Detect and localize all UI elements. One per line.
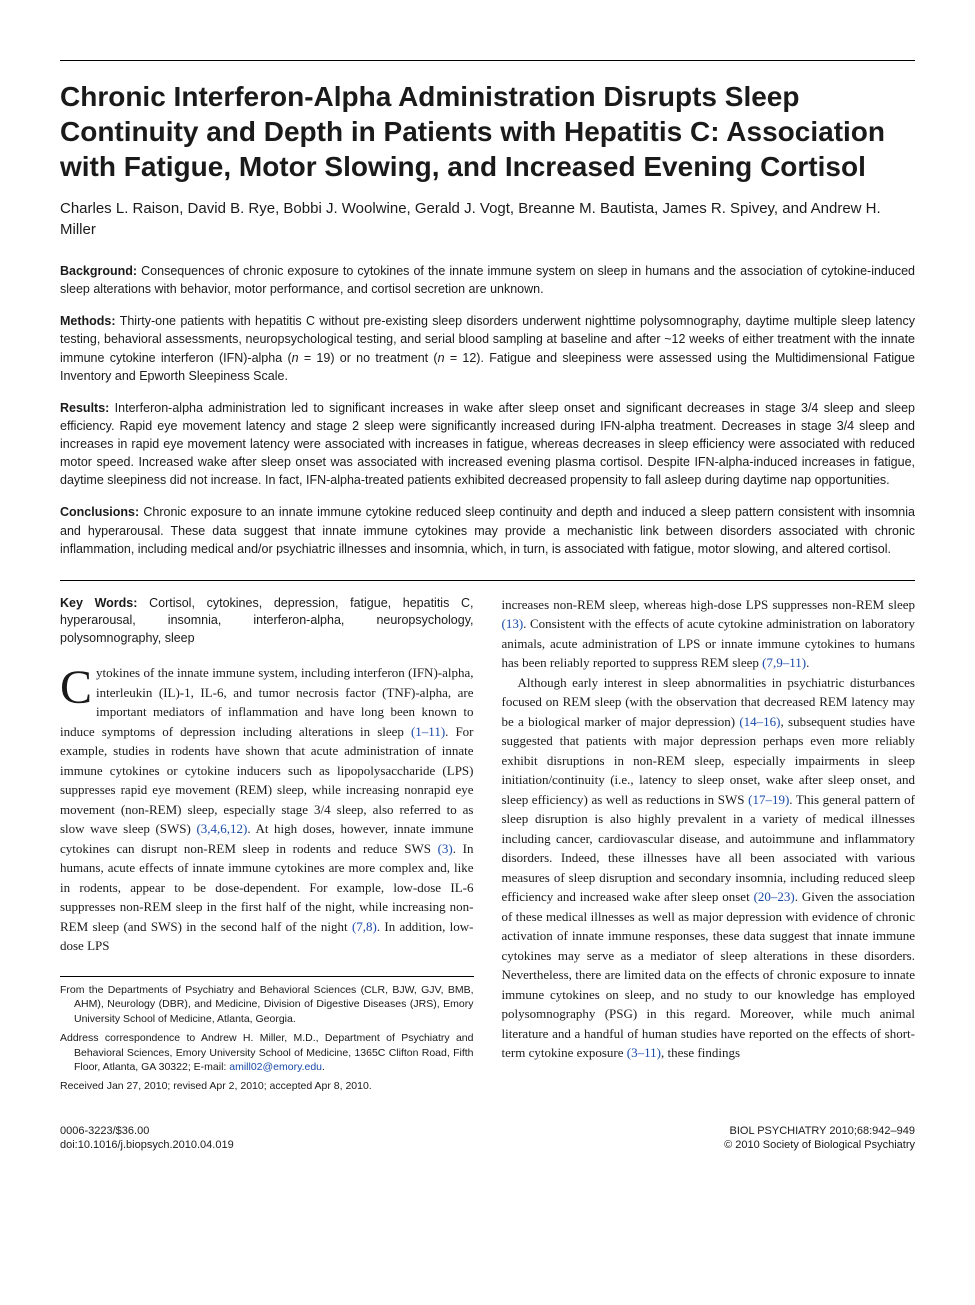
p3d: . Given the association of these medical… (502, 889, 916, 1060)
affil-email[interactable]: amill02@emory.edu (229, 1061, 322, 1073)
abstract-background-text: Consequences of chronic exposure to cyto… (60, 264, 915, 296)
keywords-label: Key Words: (60, 596, 137, 610)
p3e: , these findings (661, 1045, 740, 1060)
abstract-methods: Methods: Thirty-one patients with hepati… (60, 312, 915, 385)
affiliation-block: From the Departments of Psychiatry and B… (60, 983, 474, 1094)
abstract-methods-label: Methods: (60, 314, 116, 328)
body-para-2: increases non-REM sleep, whereas high-do… (502, 595, 916, 673)
abstract-conclusions: Conclusions: Chronic exposure to an inna… (60, 503, 915, 557)
ref-3-4-6-12[interactable]: (3,4,6,12) (196, 821, 247, 836)
body-columns: Key Words: Cortisol, cytokines, depressi… (60, 595, 915, 1098)
ref-13[interactable]: (13) (502, 616, 524, 631)
footer-issn: 0006-3223/$36.00 (60, 1124, 234, 1139)
footer-copyright: © 2010 Society of Biological Psychiatry (724, 1138, 915, 1153)
ref-20-23[interactable]: (20–23) (754, 889, 795, 904)
p3c: . This general pattern of sleep disrupti… (502, 792, 916, 905)
article-title: Chronic Interferon-Alpha Administration … (60, 79, 915, 184)
ref-1-11[interactable]: (1–11) (411, 724, 445, 739)
body-para-1: Cytokines of the innate immune system, i… (60, 663, 474, 956)
column-left: Key Words: Cortisol, cytokines, depressi… (60, 595, 474, 1098)
affil-address-end: . (322, 1061, 325, 1073)
ref-7-8[interactable]: (7,8) (352, 919, 377, 934)
footer-journal: BIOL PSYCHIATRY 2010;68:942–949 (724, 1124, 915, 1139)
p2a: increases non-REM sleep, whereas high-do… (502, 597, 916, 612)
abstract-methods-text: Thirty-one patients with hepatitis C wit… (60, 314, 915, 382)
abstract-results: Results: Interferon-alpha administration… (60, 399, 915, 490)
affil-address: Address correspondence to Andrew H. Mill… (60, 1031, 474, 1075)
abstract-background: Background: Consequences of chronic expo… (60, 262, 915, 298)
p2b: . Consistent with the effects of acute c… (502, 616, 916, 670)
ref-17-19[interactable]: (17–19) (748, 792, 789, 807)
top-rule (60, 60, 915, 61)
footer-right: BIOL PSYCHIATRY 2010;68:942–949 © 2010 S… (724, 1124, 915, 1154)
keywords-block: Key Words: Cortisol, cytokines, depressi… (60, 595, 474, 648)
abstract-conclusions-label: Conclusions: (60, 505, 139, 519)
abstract-results-label: Results: (60, 401, 109, 415)
footer-doi: doi:10.1016/j.biopsych.2010.04.019 (60, 1138, 234, 1153)
abstract-background-label: Background: (60, 264, 137, 278)
abstract-conclusions-text: Chronic exposure to an innate immune cyt… (60, 505, 915, 555)
footer-left: 0006-3223/$36.00 doi:10.1016/j.biopsych.… (60, 1124, 234, 1154)
authors-line: Charles L. Raison, David B. Rye, Bobbi J… (60, 198, 915, 240)
p2c: . (806, 655, 809, 670)
keywords-rule (60, 580, 915, 581)
p1b: . For example, studies in rodents have s… (60, 724, 474, 837)
page-footer: 0006-3223/$36.00 doi:10.1016/j.biopsych.… (60, 1124, 915, 1154)
ref-7-9-11[interactable]: (7,9–11) (762, 655, 806, 670)
affil-from: From the Departments of Psychiatry and B… (60, 983, 474, 1027)
affiliation-rule (60, 976, 474, 977)
abstract-results-text: Interferon-alpha administration led to s… (60, 401, 915, 488)
ref-3-11[interactable]: (3–11) (627, 1045, 661, 1060)
column-right: increases non-REM sleep, whereas high-do… (502, 595, 916, 1098)
body-para-3: Although early interest in sleep abnorma… (502, 673, 916, 1063)
affil-received: Received Jan 27, 2010; revised Apr 2, 20… (60, 1079, 474, 1094)
ref-3[interactable]: (3) (438, 841, 453, 856)
dropcap: C (60, 663, 96, 709)
ref-14-16[interactable]: (14–16) (739, 714, 780, 729)
